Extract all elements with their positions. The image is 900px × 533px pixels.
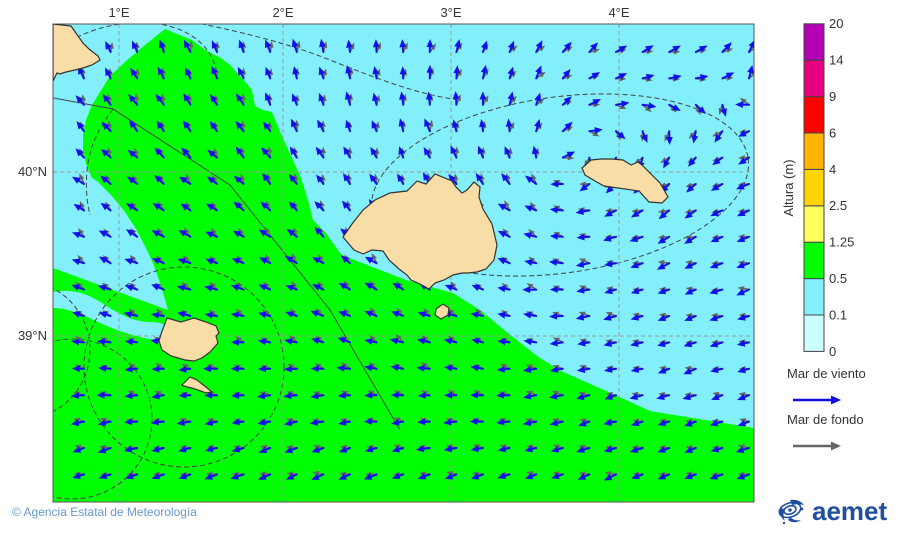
svg-text:Mar de fondo: Mar de fondo (787, 412, 864, 427)
svg-text:aemet: aemet (812, 496, 887, 526)
svg-text:6: 6 (829, 125, 836, 140)
svg-text:2.5: 2.5 (829, 198, 847, 213)
svg-text:0.1: 0.1 (829, 307, 847, 322)
svg-text:Mar de viento: Mar de viento (787, 366, 866, 381)
svg-text:20: 20 (829, 16, 843, 31)
svg-text:14: 14 (829, 53, 843, 68)
svg-text:1.25: 1.25 (829, 235, 854, 250)
svg-text:Altura (m): Altura (m) (781, 159, 796, 216)
svg-text:0.5: 0.5 (829, 271, 847, 286)
svg-text:9: 9 (829, 89, 836, 104)
svg-text:© Agencia Estatal de Meteorolo: © Agencia Estatal de Meteorología (12, 505, 197, 519)
svg-text:4: 4 (829, 162, 836, 177)
svg-text:0: 0 (829, 344, 836, 359)
